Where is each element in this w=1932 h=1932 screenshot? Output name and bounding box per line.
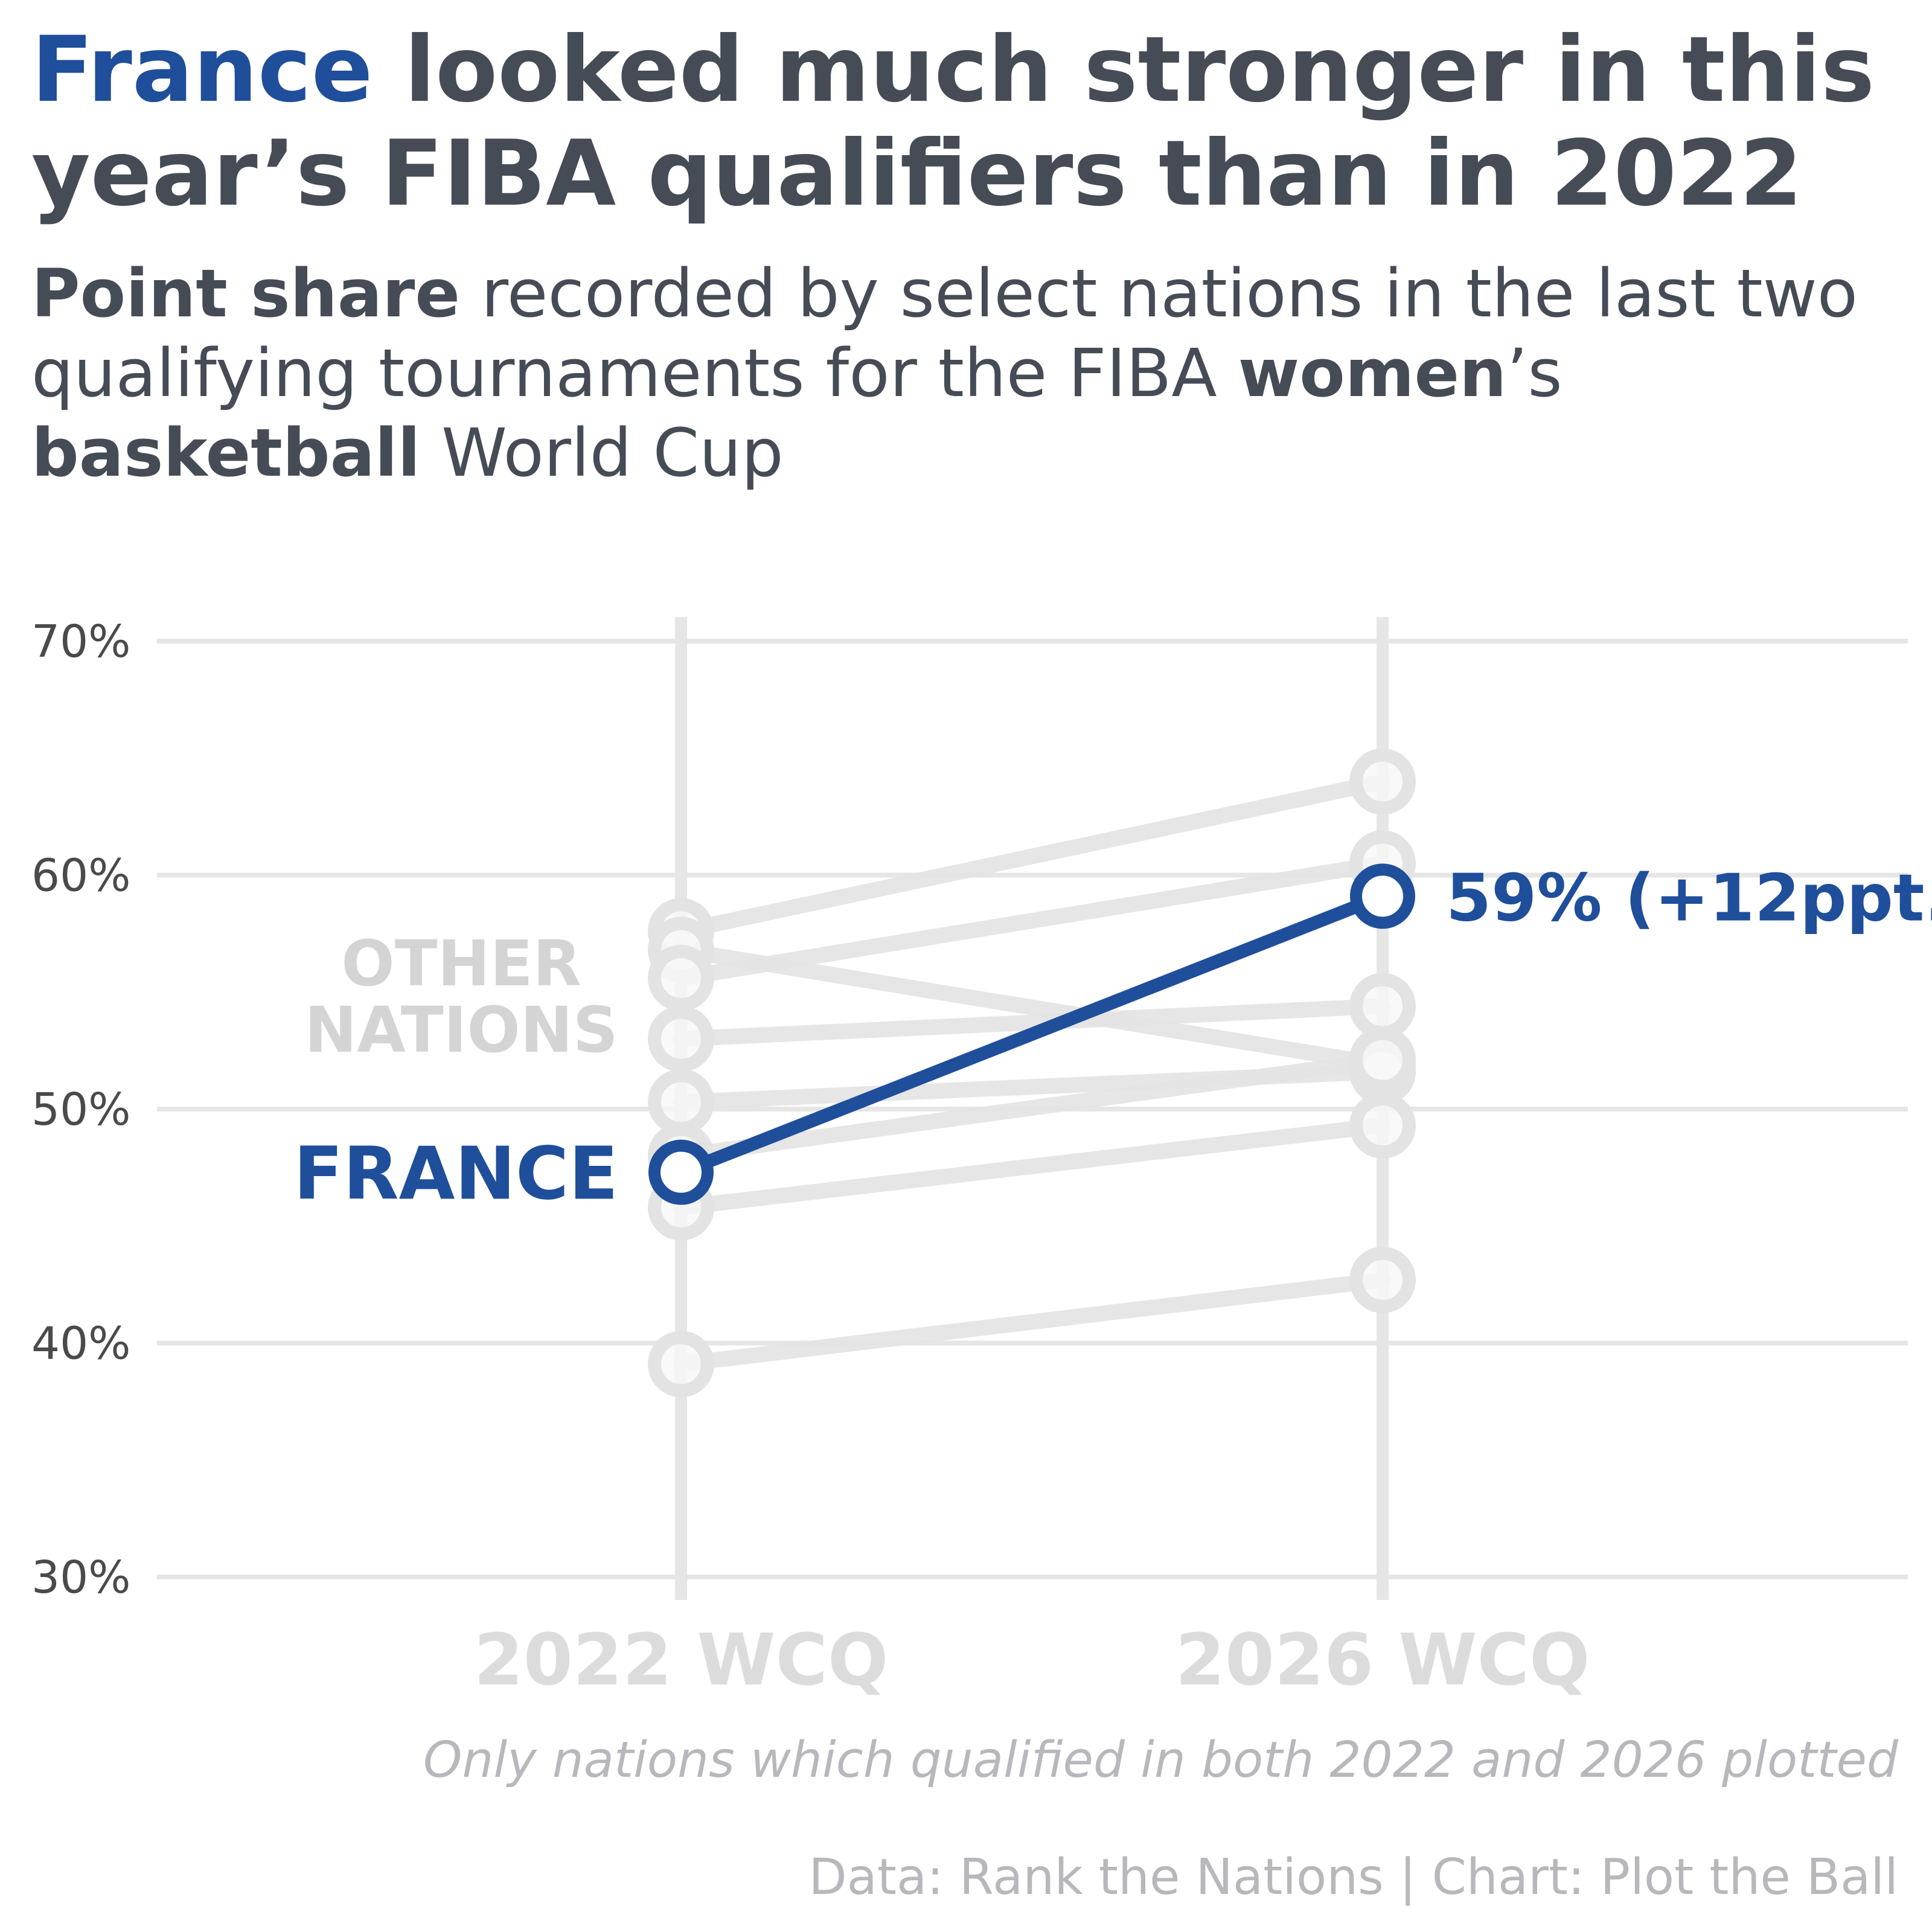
title-rest: looked much stronger in this year’s FIBA… [31,18,1875,226]
title-highlight: France [31,18,373,123]
other-nation-point [1349,973,1416,1040]
other-nation-point [1349,1246,1416,1313]
subtitle-bold-point-share: Point share [31,255,460,332]
other-nations-label: OTHER [341,927,581,1000]
france-point [1350,863,1415,929]
x-tick-label: 2026 WCQ [1176,1618,1590,1701]
other-nation-point [1349,1092,1416,1159]
other-nation-point [648,1005,714,1072]
other-nation-point [648,1069,714,1136]
other-nation-point [648,945,714,1011]
y-tick-label: 40% [31,1318,130,1370]
france-point [648,1139,714,1205]
france-series-label: FRANCE [293,1133,618,1217]
y-tick-label: 30% [31,1552,130,1604]
other-nation-line [673,942,1390,1073]
other-nation-line [673,1271,1390,1372]
other-nation-point [1349,748,1416,815]
chart-note: Only nations which qualified in both 202… [423,1732,1898,1789]
other-nation-point [1349,1026,1416,1093]
subtitle-text-1: recorded by select nations in the last t… [31,255,1858,412]
other-nation-line [673,1052,1390,1164]
subtitle-text-3: World Cup [420,414,784,491]
source-credit: Data: Rank the Nations | Chart: Plot the… [808,1849,1898,1906]
y-tick-label: 50% [31,1084,130,1136]
chart-subtitle: Point share recorded by select nations i… [31,254,1903,493]
other-nation-line [673,773,1390,939]
other-nation-line [673,856,1390,986]
subtitle-text-2: ’s [1506,334,1563,412]
y-tick-label: 70% [31,616,130,668]
other-nations-label: NATIONS [304,993,618,1067]
other-nation-line [673,1118,1390,1215]
other-nation-line [673,998,1390,1047]
y-tick-label: 60% [31,850,130,902]
x-tick-label: 2022 WCQ [474,1618,889,1701]
france-end-label: 59% (+12ppt.) [1446,860,1932,936]
subtitle-bold-women: women [1238,334,1507,412]
subtitle-bold-basketball: basketball [31,414,421,491]
other-nation-point [648,1331,714,1398]
chart-title: France looked much stronger in this year… [31,18,1903,226]
france-line [674,889,1389,1179]
